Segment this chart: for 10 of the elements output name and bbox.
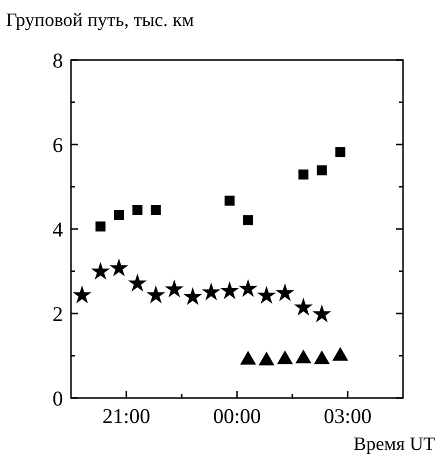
x-axis-title: Время UT	[354, 434, 436, 455]
x-tick-label: 03:00	[324, 404, 372, 428]
y-tick-label: 0	[52, 386, 63, 410]
y-axis-title: Груповой путь, тыс. км	[6, 10, 194, 31]
y-tick-label: 6	[52, 132, 63, 157]
y-tick-label: 2	[52, 302, 63, 326]
y-tick-label: 8	[52, 48, 63, 72]
x-tick-label: 00:00	[213, 404, 261, 428]
y-tick-label: 4	[52, 217, 64, 242]
x-tick-label: 21:00	[102, 404, 150, 428]
